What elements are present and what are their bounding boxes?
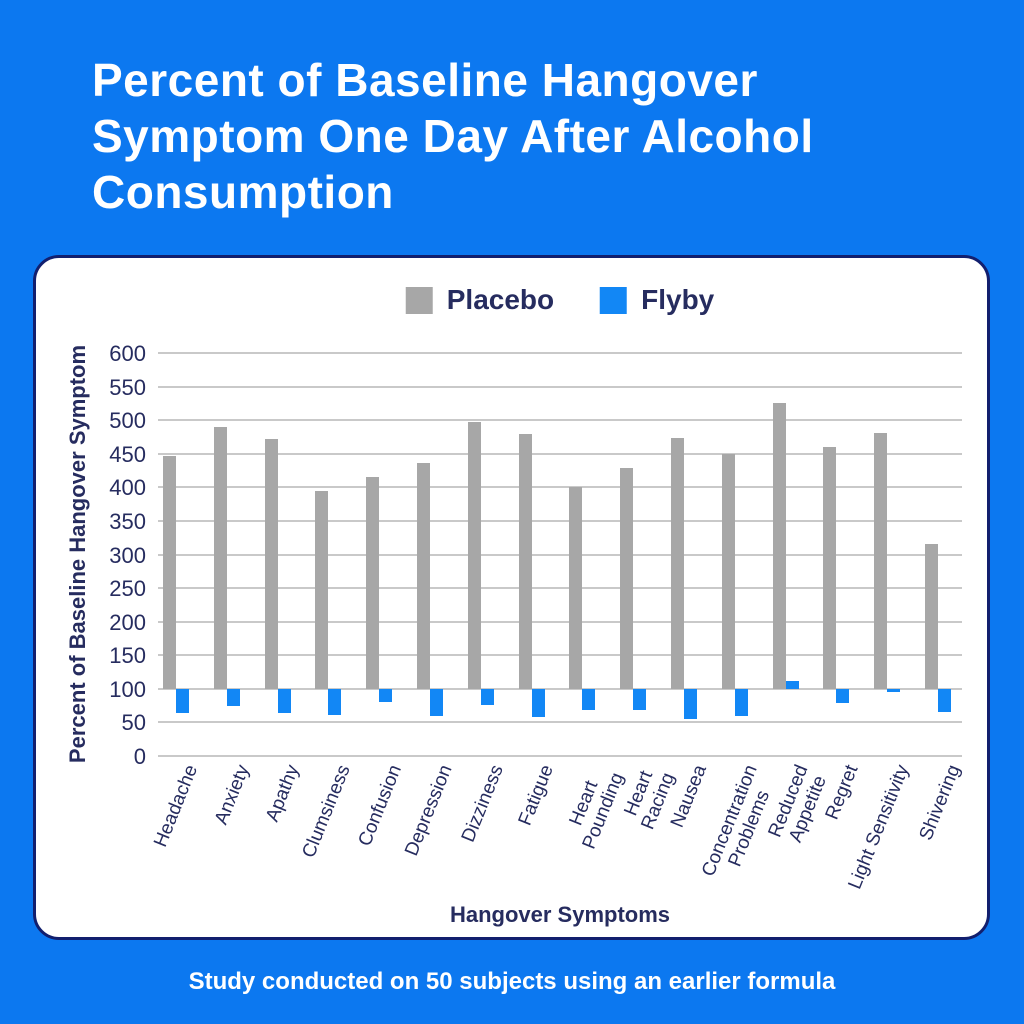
x-tick-label: Apathy <box>262 762 305 825</box>
x-tick-label: Heart Pounding <box>565 769 629 853</box>
bar-flyby-1 <box>176 688 189 713</box>
gridline-550 <box>158 385 962 388</box>
gridline-400 <box>158 486 962 489</box>
gridline-0 <box>158 755 962 757</box>
bar-flyby-10 <box>633 688 647 710</box>
bar-flyby-7 <box>480 688 494 705</box>
y-tick-label: 300 <box>109 542 146 568</box>
bar-placebo-12 <box>721 453 735 689</box>
bar-placebo-6 <box>417 463 430 689</box>
gridline-200 <box>158 620 962 623</box>
bar-placebo-5 <box>366 477 380 689</box>
chart-legend: Placebo Flyby <box>405 284 714 316</box>
gridline-500 <box>158 419 962 422</box>
y-tick-label: 100 <box>109 676 146 702</box>
bar-placebo-16 <box>925 544 938 689</box>
bar-flyby-13 <box>785 680 799 689</box>
bar-placebo-15 <box>874 432 888 689</box>
gridline-50 <box>158 721 962 724</box>
gridline-150 <box>158 654 962 657</box>
bar-flyby-9 <box>582 688 596 711</box>
y-tick-label: 0 <box>133 744 146 769</box>
bar-chart: Percent of Baseline Hangover Symptom Han… <box>36 258 987 937</box>
bar-placebo-14 <box>823 447 837 689</box>
bar-placebo-2 <box>213 426 227 689</box>
y-tick-label: 550 <box>109 374 146 400</box>
gridline-450 <box>158 452 962 455</box>
bar-flyby-12 <box>734 688 748 716</box>
bar-flyby-5 <box>379 688 393 703</box>
bar-flyby-2 <box>226 688 240 706</box>
bar-placebo-7 <box>467 422 481 689</box>
bar-placebo-11 <box>671 437 684 689</box>
flyby-color-swatch <box>600 286 628 314</box>
x-tick-label: Shivering <box>915 762 965 844</box>
x-tick-label: Fatigue <box>514 762 559 829</box>
bar-flyby-6 <box>430 688 443 717</box>
bar-placebo-8 <box>518 433 532 689</box>
chart-card: Placebo Flyby Percent of Baseline Hangov… <box>33 255 990 940</box>
y-tick-label: 250 <box>109 576 146 602</box>
x-tick-label: Headache <box>150 762 203 851</box>
legend-label-flyby: Flyby <box>641 284 715 315</box>
gridline-250 <box>158 587 962 590</box>
bar-placebo-9 <box>569 487 583 689</box>
bar-flyby-3 <box>277 688 291 713</box>
legend-item-flyby: Flyby <box>600 284 714 316</box>
bar-placebo-10 <box>620 467 634 689</box>
page-title: Percent of Baseline Hangover Symptom One… <box>92 54 814 219</box>
x-tick-label: Regret <box>822 762 863 823</box>
bar-flyby-16 <box>938 688 951 712</box>
y-tick-label: 50 <box>121 710 146 736</box>
y-tick-label: 350 <box>109 508 146 534</box>
x-tick-label: Confusion <box>354 762 406 850</box>
legend-item-placebo: Placebo <box>405 284 555 316</box>
bar-flyby-15 <box>887 688 901 693</box>
x-tick-label: Nausea <box>666 762 711 831</box>
bar-flyby-8 <box>531 688 545 718</box>
y-tick-label: 150 <box>109 643 146 669</box>
bar-placebo-3 <box>264 438 278 689</box>
placebo-color-swatch <box>405 286 433 314</box>
legend-label-placebo: Placebo <box>446 284 555 315</box>
y-tick-label: 400 <box>109 475 146 501</box>
x-axis-title: Hangover Symptoms <box>449 902 671 927</box>
y-tick-label: 600 <box>109 341 146 366</box>
gridline-100 <box>158 687 962 690</box>
bar-placebo-13 <box>772 403 786 689</box>
bar-flyby-11 <box>684 688 697 720</box>
gridline-600 <box>158 352 962 354</box>
x-tick-label: Dizziness <box>457 762 508 846</box>
y-tick-label: 450 <box>109 441 146 467</box>
bar-flyby-4 <box>328 688 342 716</box>
x-tick-label: Depression <box>400 762 457 859</box>
x-tick-label: Clumsiness <box>298 762 355 861</box>
bar-placebo-1 <box>163 456 176 689</box>
y-tick-label: 500 <box>109 408 146 434</box>
y-tick-label: 200 <box>109 609 146 635</box>
gridline-300 <box>158 553 962 556</box>
x-tick-label: Anxiety <box>210 762 254 828</box>
bar-placebo-4 <box>315 491 329 689</box>
footnote: Study conducted on 50 subjects using an … <box>188 968 836 995</box>
bar-flyby-14 <box>836 688 850 703</box>
gridline-350 <box>158 519 962 522</box>
